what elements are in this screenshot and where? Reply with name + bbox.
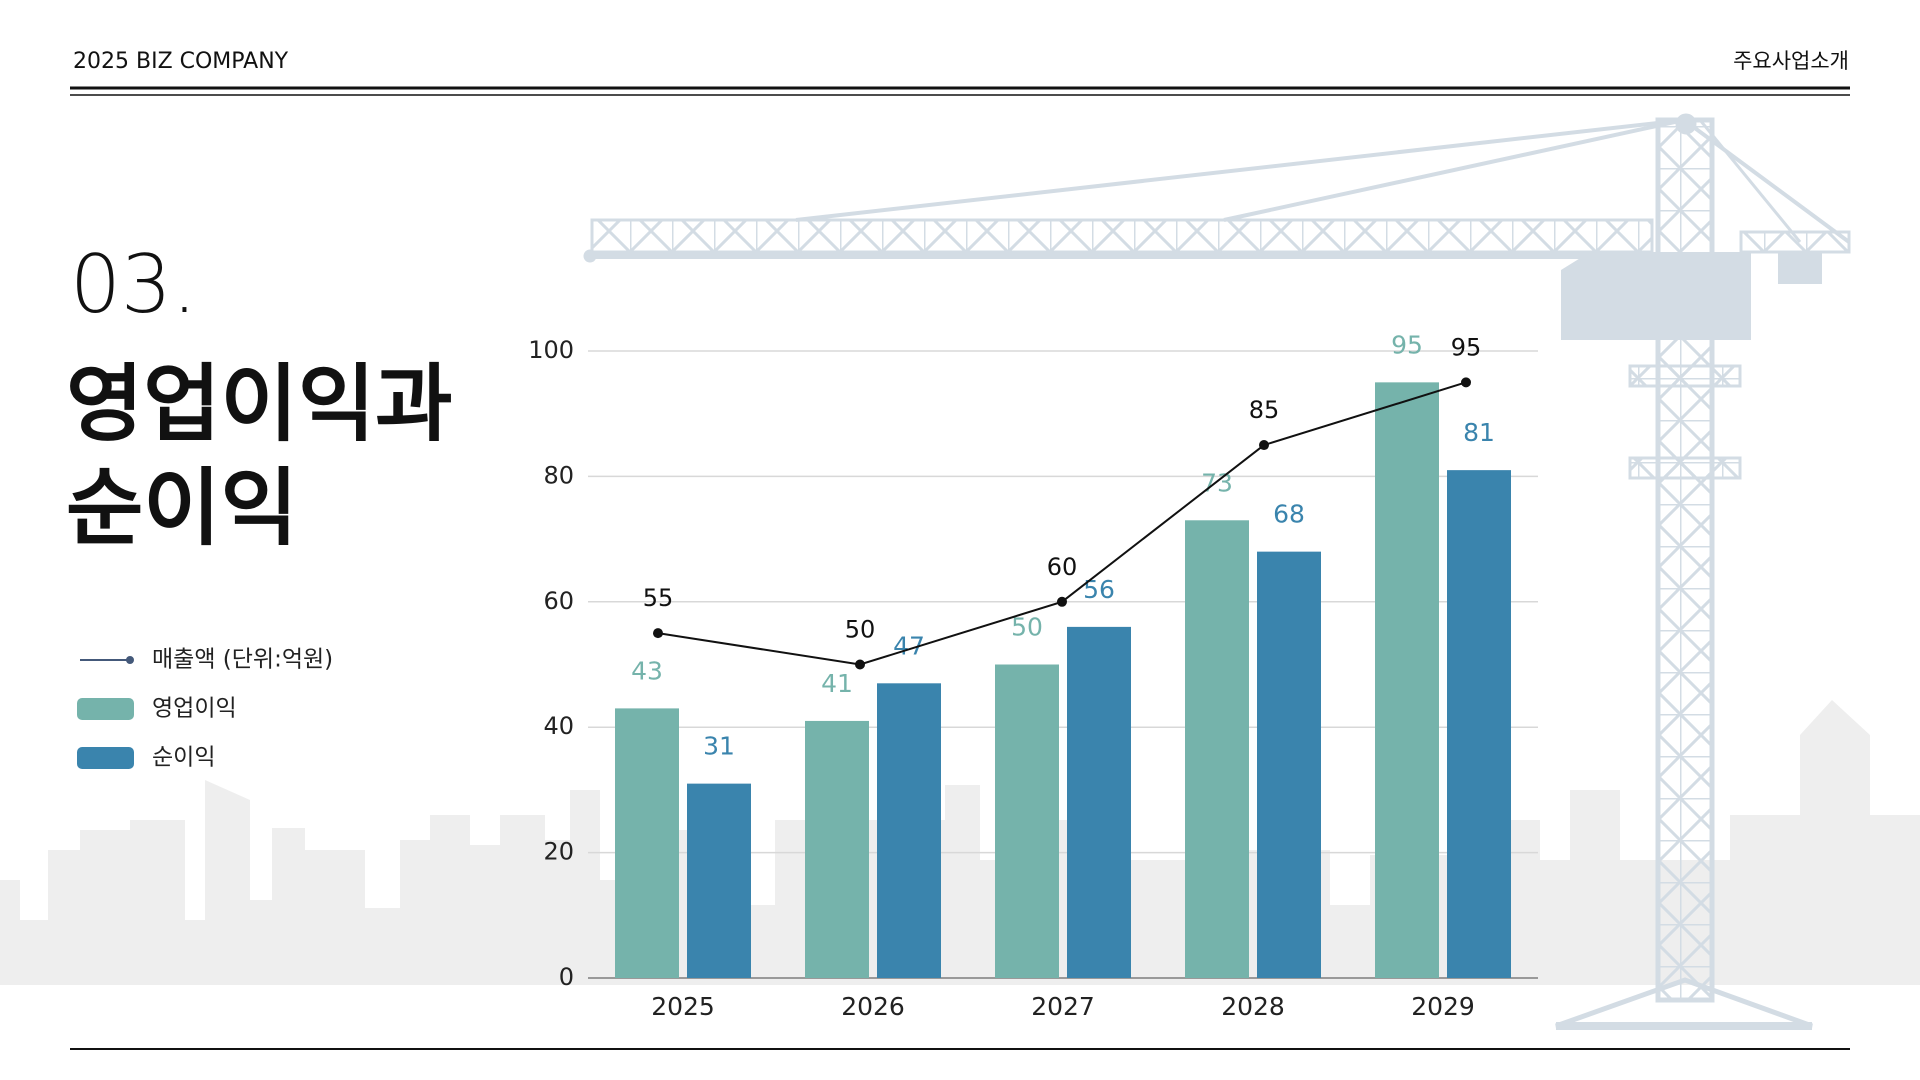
value-label: 95 bbox=[1391, 330, 1423, 359]
x-tick-label: 2028 bbox=[1221, 992, 1285, 1021]
bar bbox=[877, 683, 941, 978]
bar bbox=[805, 720, 869, 978]
value-label: 95 bbox=[1451, 333, 1482, 361]
y-tick-label: 80 bbox=[543, 461, 574, 489]
bar bbox=[615, 708, 679, 978]
legend-label: 매출액 (단위:억원) bbox=[152, 647, 333, 673]
value-label: 68 bbox=[1273, 500, 1305, 529]
value-label: 55 bbox=[643, 584, 674, 612]
value-label: 56 bbox=[1083, 575, 1115, 604]
x-tick-label: 2029 bbox=[1411, 992, 1475, 1021]
value-label: 81 bbox=[1463, 418, 1495, 447]
value-label: 43 bbox=[631, 656, 663, 685]
y-tick-label: 20 bbox=[543, 838, 574, 866]
crane bbox=[583, 113, 1851, 1030]
y-tick-label: 40 bbox=[543, 712, 574, 740]
bar bbox=[1185, 520, 1249, 978]
legend-swatch bbox=[77, 747, 134, 769]
value-label: 85 bbox=[1249, 396, 1280, 424]
bar bbox=[1257, 551, 1321, 978]
legend-label: 순이익 bbox=[152, 745, 215, 771]
skyline bbox=[0, 700, 1920, 985]
y-tick-label: 100 bbox=[528, 336, 574, 364]
title: 순이익 bbox=[66, 459, 298, 557]
legend-swatch bbox=[77, 698, 134, 720]
point bbox=[855, 659, 865, 670]
x-tick-label: 2027 bbox=[1031, 992, 1095, 1021]
x-tick-label: 2025 bbox=[651, 992, 715, 1021]
point bbox=[1461, 377, 1471, 388]
title: 영업이익과 bbox=[66, 355, 452, 453]
value-label: 41 bbox=[821, 669, 853, 698]
point bbox=[653, 628, 663, 639]
legend-swatch bbox=[126, 656, 134, 664]
line bbox=[657, 381, 1467, 666]
value-label: 60 bbox=[1047, 553, 1078, 581]
value-label: 50 bbox=[1011, 613, 1043, 642]
bar bbox=[687, 783, 751, 978]
bar bbox=[1447, 470, 1511, 978]
y-tick-label: 0 bbox=[559, 963, 574, 991]
header-left: 2025 BIZ COMPANY bbox=[73, 49, 289, 74]
bar bbox=[1067, 626, 1131, 978]
y-tick-label: 60 bbox=[543, 587, 574, 615]
point bbox=[1057, 596, 1067, 607]
bar bbox=[995, 664, 1059, 978]
point bbox=[1259, 440, 1269, 451]
x-tick-label: 2026 bbox=[841, 992, 905, 1021]
value-label: 31 bbox=[703, 732, 735, 761]
value-label: 50 bbox=[845, 616, 876, 644]
header-right: 주요사업소개 bbox=[1733, 49, 1849, 73]
bar bbox=[1375, 382, 1439, 979]
legend-label: 영업이익 bbox=[152, 696, 237, 722]
section-number: 03. bbox=[70, 238, 197, 331]
